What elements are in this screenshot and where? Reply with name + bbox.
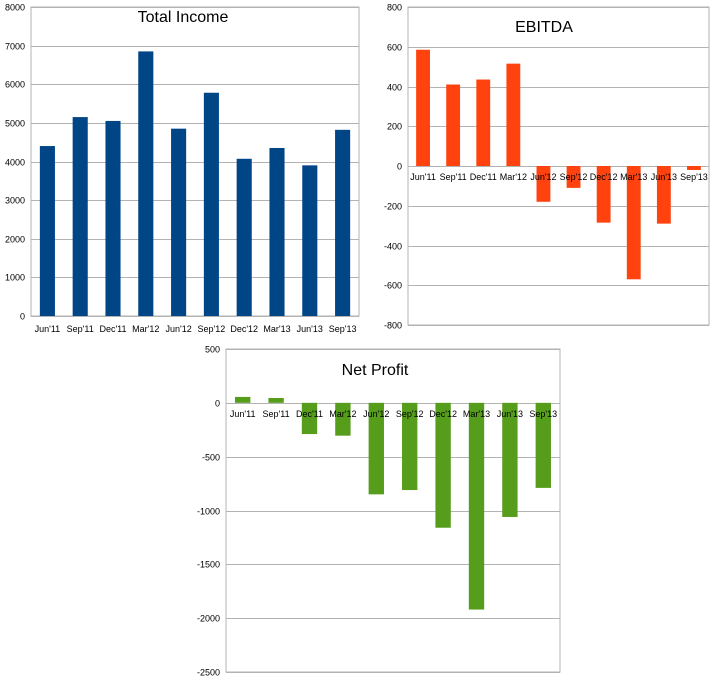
x-tick-label: Dec'11	[296, 409, 323, 419]
bar	[687, 166, 701, 170]
bar	[235, 396, 251, 403]
y-tick-label: 200	[387, 122, 402, 132]
x-tick-label: Mar'13	[620, 172, 647, 182]
chart-title: EBITDA	[515, 19, 573, 36]
x-tick-label: Jun'12	[165, 324, 191, 334]
y-tick-label: 4000	[5, 158, 25, 168]
bar	[269, 147, 285, 316]
y-tick-label: 2000	[5, 235, 25, 245]
x-tick-label: Sep'13	[329, 324, 357, 334]
y-tick-label: 6000	[5, 80, 25, 90]
bar	[446, 84, 461, 166]
bar	[536, 166, 551, 202]
x-tick-label: Sep'12	[560, 172, 588, 182]
bar	[402, 402, 418, 491]
bar	[335, 402, 351, 436]
bar	[72, 117, 88, 316]
bar	[416, 49, 430, 167]
bar	[268, 397, 284, 403]
x-tick-label: Dec'12	[230, 324, 258, 334]
bar	[105, 120, 121, 316]
bar	[626, 166, 641, 280]
x-tick-label: Jun'12	[363, 409, 389, 419]
x-tick-label: Sep'12	[198, 324, 226, 334]
x-tick-label: Mar'12	[132, 324, 159, 334]
x-tick-label: Jun'11	[35, 324, 61, 334]
x-tick-label: Mar'13	[463, 409, 490, 419]
x-tick-label: Jun'13	[651, 172, 677, 182]
y-tick-label: -2500	[197, 668, 220, 678]
x-tick-label: Jun'13	[497, 409, 523, 419]
x-tick-label: Sep'13	[529, 409, 557, 419]
bar	[335, 129, 351, 316]
y-tick-label: 400	[387, 83, 402, 93]
y-tick-label: 600	[387, 43, 402, 53]
bar	[656, 166, 671, 224]
chart-title: Total Income	[138, 9, 229, 26]
x-tick-label: Sep'12	[396, 409, 424, 419]
x-tick-label: Dec'11	[470, 172, 497, 182]
y-tick-label: -500	[202, 453, 220, 463]
bar	[302, 165, 318, 316]
chart-2: -2500 -2000 -1500 -1000 -500 0 500 Jun'11 Sep'11…	[197, 345, 561, 678]
bar	[203, 92, 219, 316]
bar	[596, 166, 611, 223]
x-tick-label: Sep'11	[67, 324, 94, 334]
bar	[435, 402, 451, 528]
y-tick-label: -2000	[197, 614, 220, 624]
x-tick-label: Sep'11	[440, 172, 467, 182]
y-tick-label: 3000	[5, 196, 25, 206]
y-tick-label: 1000	[5, 273, 25, 283]
bar	[535, 402, 551, 488]
bar	[236, 158, 252, 316]
x-tick-label: Mar'13	[263, 324, 290, 334]
x-tick-label: Dec'12	[590, 172, 618, 182]
y-tick-label: 0	[20, 312, 25, 322]
x-tick-label: Dec'11	[99, 324, 126, 334]
bar	[301, 402, 318, 435]
y-tick-label: 8000	[5, 3, 25, 13]
y-tick-label: 0	[215, 399, 220, 409]
y-tick-label: 7000	[5, 42, 25, 52]
y-tick-label: -400	[384, 242, 402, 252]
y-tick-label: -200	[384, 202, 402, 212]
y-tick-label: -600	[384, 281, 402, 291]
y-tick-label: 500	[205, 345, 220, 355]
y-tick-label: -1500	[197, 560, 220, 570]
bar	[506, 63, 521, 166]
chart-title: Net Profit	[342, 362, 409, 379]
bar	[566, 166, 581, 188]
x-tick-label: Jun'11	[410, 172, 436, 182]
x-tick-label: Sep'11	[263, 409, 290, 419]
y-tick-label: 0	[397, 162, 402, 172]
chart-0: 0 1000 2000 3000 4000 5000 6000 7000 8000 Jun'11 S…	[5, 3, 360, 334]
y-tick-label: 5000	[5, 119, 25, 129]
x-tick-label: Jun'13	[297, 324, 323, 334]
bar	[476, 79, 491, 166]
bar	[468, 402, 485, 610]
chart-1: -800 -600 -400 -200 0 200 400 600 800 Jun'11 Sep'1…	[384, 3, 710, 331]
x-tick-label: Mar'12	[329, 409, 356, 419]
x-tick-label: Sep'13	[680, 172, 708, 182]
x-tick-label: Mar'12	[500, 172, 527, 182]
bar	[502, 402, 518, 517]
y-tick-label: 800	[387, 3, 402, 13]
x-tick-label: Jun'12	[530, 172, 556, 182]
x-tick-label: Dec'12	[429, 409, 457, 419]
bar	[138, 51, 154, 316]
bar	[368, 402, 384, 495]
bar	[39, 146, 55, 316]
bar	[171, 128, 187, 316]
y-tick-label: -800	[384, 321, 402, 331]
y-tick-label: -1000	[197, 507, 220, 517]
x-tick-label: Jun'11	[230, 409, 256, 419]
